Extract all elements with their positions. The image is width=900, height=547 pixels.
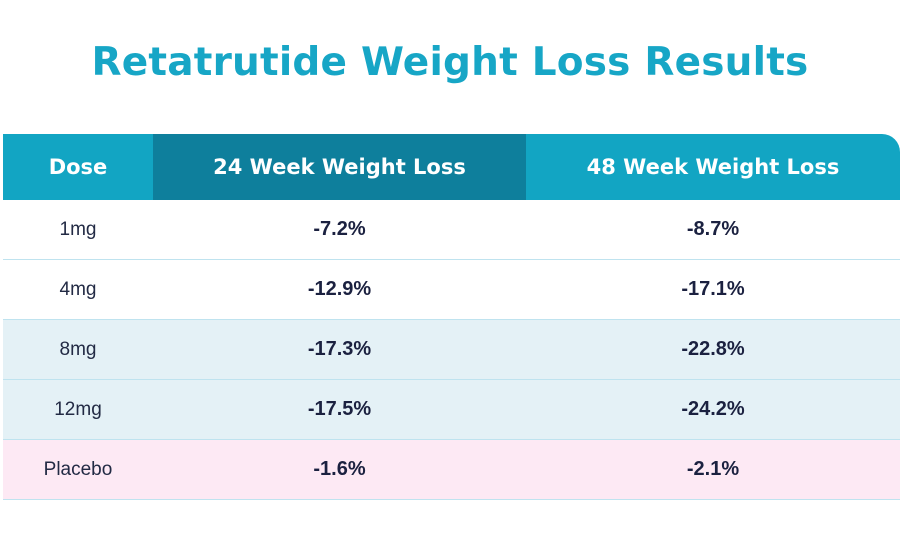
week24-cell: -1.6% — [313, 458, 366, 480]
table-header: Dose 24 Week Weight Loss 48 Week Weight … — [3, 134, 900, 200]
table-row: Placebo -1.6% -2.1% — [3, 440, 900, 500]
week48-cell: -2.1% — [686, 458, 740, 480]
table-row: 8mg -17.3% -22.8% — [3, 320, 900, 380]
header-24-week: 24 Week Weight Loss — [153, 134, 526, 200]
page-title: Retatrutide Weight Loss Results — [91, 40, 809, 85]
week48-cell: -17.1% — [681, 278, 745, 300]
week48-cell: -22.8% — [681, 338, 745, 360]
results-table: Dose 24 Week Weight Loss 48 Week Weight … — [3, 134, 900, 500]
dose-cell: 1mg — [59, 218, 97, 240]
week48-cell: -8.7% — [686, 218, 740, 240]
table-row: 1mg -7.2% -8.7% — [3, 200, 900, 260]
week24-cell: -12.9% — [307, 278, 372, 300]
dose-cell: 8mg — [59, 338, 97, 360]
week24-cell: -17.5% — [307, 398, 372, 420]
table-row: 12mg -17.5% -24.2% — [3, 380, 900, 440]
header-dose: Dose — [48, 155, 108, 179]
week24-cell: -17.3% — [307, 338, 372, 360]
week48-cell: -24.2% — [681, 398, 745, 420]
dose-cell: Placebo — [43, 458, 113, 480]
week24-cell: -7.2% — [313, 218, 366, 240]
table-row: 4mg -12.9% -17.1% — [3, 260, 900, 320]
dose-cell: 4mg — [59, 278, 97, 300]
dose-cell: 12mg — [54, 398, 102, 420]
header-48-week: 48 Week Weight Loss — [586, 155, 840, 179]
